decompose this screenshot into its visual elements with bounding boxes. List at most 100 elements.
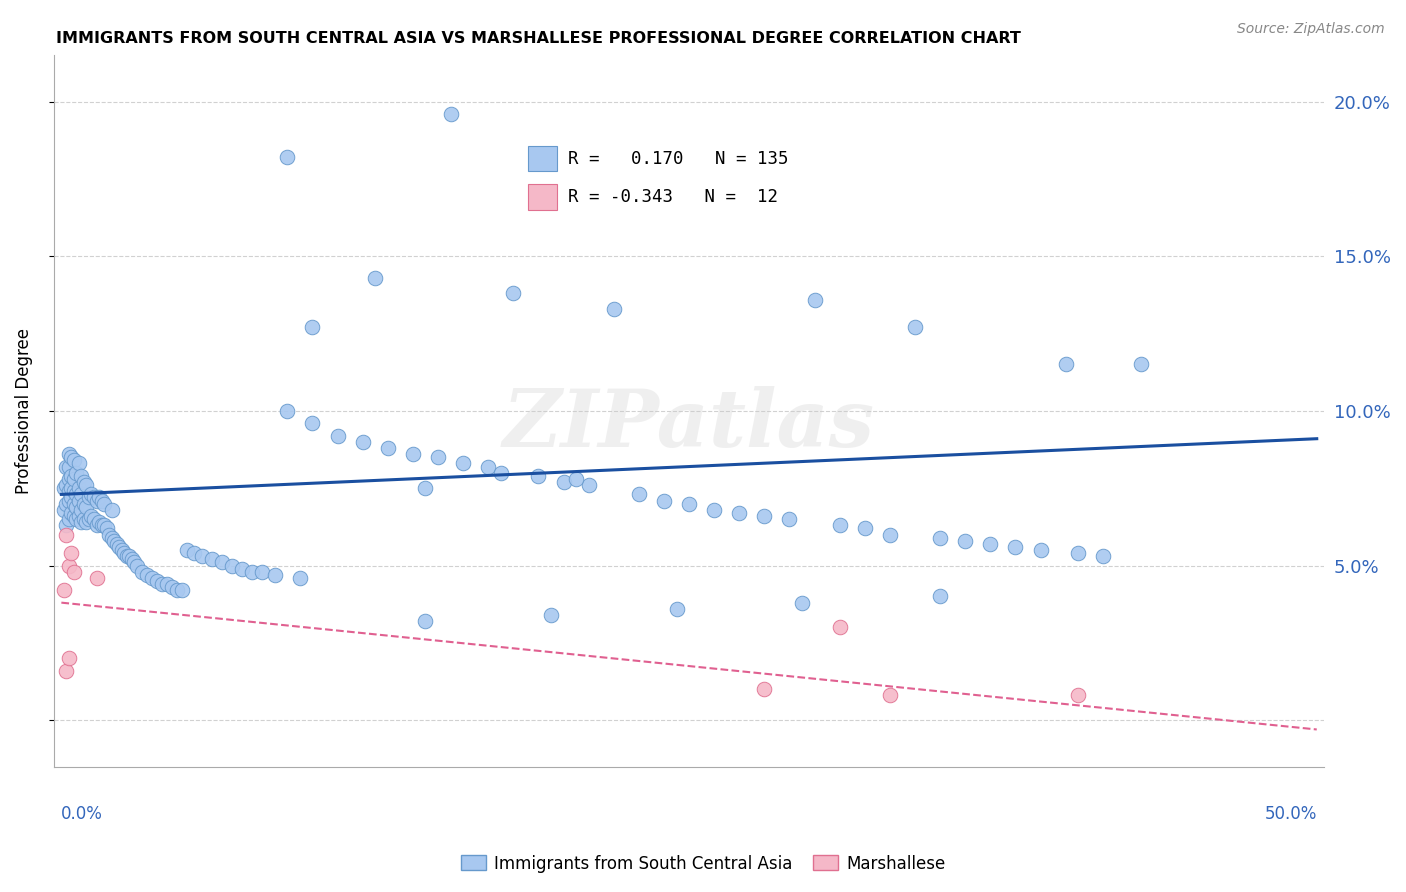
FancyBboxPatch shape	[527, 185, 557, 211]
Point	[60, 468, 83, 483]
Point	[70, 487, 93, 501]
Point	[364, 270, 387, 285]
Y-axis label: Professional Degree: Professional Degree	[15, 328, 32, 494]
Point	[65, 512, 87, 526]
Point	[73, 497, 96, 511]
Point	[828, 620, 851, 634]
Point	[58, 447, 80, 461]
Point	[70, 468, 93, 483]
Point	[1067, 689, 1090, 703]
Point	[779, 512, 801, 526]
Point	[904, 320, 927, 334]
Point	[166, 583, 188, 598]
Point	[439, 107, 461, 121]
Point	[1067, 546, 1090, 560]
Point	[451, 457, 474, 471]
Point	[87, 491, 110, 505]
Point	[1054, 358, 1077, 372]
Point	[665, 602, 688, 616]
Point	[276, 150, 298, 164]
Point	[231, 561, 253, 575]
Point	[652, 493, 675, 508]
Point	[60, 491, 83, 505]
Point	[58, 459, 80, 474]
Point	[135, 567, 157, 582]
Point	[70, 515, 93, 529]
Text: 0.0%: 0.0%	[62, 805, 103, 823]
Point	[502, 286, 524, 301]
Point	[1092, 549, 1115, 564]
Point	[754, 509, 776, 524]
Point	[67, 457, 90, 471]
Point	[170, 583, 193, 598]
Point	[65, 466, 87, 480]
Point	[55, 518, 77, 533]
Point	[105, 537, 128, 551]
Point	[288, 571, 311, 585]
Point	[979, 537, 1001, 551]
Point	[90, 518, 112, 533]
Point	[879, 689, 901, 703]
Point	[211, 556, 233, 570]
Point	[63, 509, 86, 524]
Point	[111, 543, 134, 558]
Point	[87, 515, 110, 529]
Text: ZIPatlas: ZIPatlas	[503, 386, 875, 464]
Text: R =   0.170   N = 135: R = 0.170 N = 135	[568, 150, 789, 168]
Point	[96, 521, 118, 535]
Point	[565, 472, 588, 486]
Point	[65, 487, 87, 501]
Point	[115, 549, 138, 564]
Point	[540, 607, 562, 622]
Point	[93, 497, 115, 511]
Point	[58, 493, 80, 508]
Text: R = -0.343   N =  12: R = -0.343 N = 12	[568, 188, 778, 206]
Point	[98, 527, 121, 541]
Text: 50.0%: 50.0%	[1264, 805, 1317, 823]
Point	[60, 481, 83, 495]
Point	[326, 428, 349, 442]
Point	[58, 472, 80, 486]
Point	[853, 521, 876, 535]
Point	[402, 447, 425, 461]
Point	[55, 497, 77, 511]
Point	[86, 493, 108, 508]
Point	[301, 320, 323, 334]
Point	[58, 484, 80, 499]
Point	[929, 531, 952, 545]
Point	[427, 450, 450, 465]
FancyBboxPatch shape	[527, 145, 557, 171]
Point	[55, 527, 77, 541]
Point	[276, 404, 298, 418]
Point	[125, 558, 148, 573]
Point	[52, 481, 75, 495]
Point	[63, 484, 86, 499]
Point	[703, 503, 725, 517]
Point	[73, 512, 96, 526]
Point	[879, 527, 901, 541]
Point	[60, 450, 83, 465]
Point	[52, 503, 75, 517]
Point	[100, 531, 122, 545]
Point	[489, 466, 512, 480]
Point	[60, 506, 83, 520]
Point	[55, 478, 77, 492]
Point	[70, 503, 93, 517]
Point	[58, 558, 80, 573]
Point	[191, 549, 214, 564]
Point	[80, 509, 103, 524]
Point	[90, 493, 112, 508]
Point	[1004, 540, 1026, 554]
Point	[83, 491, 105, 505]
Point	[63, 497, 86, 511]
Point	[201, 552, 224, 566]
Point	[929, 590, 952, 604]
Point	[67, 481, 90, 495]
Point	[55, 459, 77, 474]
Point	[415, 614, 437, 628]
Point	[100, 503, 122, 517]
Point	[377, 441, 399, 455]
Point	[80, 487, 103, 501]
Point	[131, 565, 153, 579]
Point	[146, 574, 169, 588]
